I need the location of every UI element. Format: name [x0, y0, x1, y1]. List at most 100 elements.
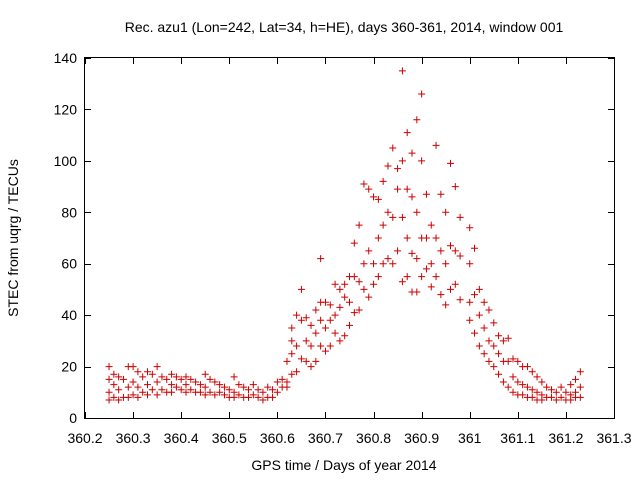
- data-point: [134, 383, 142, 391]
- data-point: [168, 381, 176, 389]
- data-point: [514, 378, 522, 386]
- data-point: [211, 378, 219, 386]
- data-point: [403, 129, 411, 137]
- data-point: [211, 391, 219, 399]
- x-tick-label: 360.2: [67, 430, 102, 446]
- data-point: [398, 278, 406, 286]
- data-point: [384, 255, 392, 263]
- y-tick-label: 120: [54, 101, 78, 117]
- data-point: [321, 298, 329, 306]
- data-point: [519, 381, 527, 389]
- data-point: [422, 265, 430, 273]
- x-tick-label: 360.9: [404, 430, 439, 446]
- x-tick-label: 361.3: [596, 430, 631, 446]
- data-point: [134, 368, 142, 376]
- data-point: [370, 193, 378, 201]
- data-point: [139, 373, 147, 381]
- data-point: [427, 221, 435, 229]
- data-point: [576, 368, 584, 376]
- data-point: [346, 321, 353, 329]
- y-tick-label: 100: [54, 153, 78, 169]
- data-point: [249, 381, 257, 389]
- data-point: [196, 381, 204, 389]
- data-point: [490, 363, 498, 371]
- data-point: [456, 296, 464, 304]
- data-point: [538, 378, 546, 386]
- data-point: [442, 301, 450, 309]
- data-point: [398, 157, 406, 165]
- x-tick-label: 361: [458, 430, 482, 446]
- data-point: [105, 388, 113, 396]
- x-axis-ticks: 360.2 360.3 360.4 360.5 360.6 360.7 360.8 360.9…: [67, 58, 632, 446]
- data-point: [456, 213, 464, 221]
- data-point: [485, 306, 493, 314]
- data-point: [264, 383, 272, 391]
- data-point: [172, 373, 180, 381]
- y-tick-label: 20: [61, 359, 77, 375]
- data-point: [187, 386, 195, 394]
- data-point: [379, 260, 387, 268]
- y-axis-label: STEC from uqrg / TECUs: [5, 159, 21, 317]
- data-point: [168, 370, 176, 378]
- data-point: [557, 393, 565, 401]
- data-point: [331, 329, 339, 337]
- data-point: [326, 301, 334, 309]
- data-point: [115, 373, 123, 381]
- data-point: [403, 234, 411, 242]
- data-point: [182, 373, 190, 381]
- data-point: [153, 378, 161, 386]
- data-point: [398, 213, 406, 221]
- data-point: [220, 391, 228, 399]
- data-point: [230, 373, 238, 381]
- data-point: [288, 337, 296, 345]
- data-point: [341, 280, 349, 288]
- data-point: [408, 149, 416, 157]
- data-point: [552, 388, 560, 396]
- data-point: [144, 391, 152, 399]
- data-point: [475, 311, 483, 319]
- data-point: [509, 373, 517, 381]
- data-point: [418, 273, 426, 281]
- data-point: [124, 383, 132, 391]
- data-point: [341, 293, 349, 301]
- data-point: [187, 375, 195, 383]
- data-point: [480, 350, 488, 358]
- data-point: [230, 393, 238, 401]
- data-point: [466, 224, 474, 232]
- data-point: [317, 316, 325, 324]
- data-point: [509, 388, 517, 396]
- data-point: [437, 247, 445, 255]
- data-point: [379, 221, 387, 229]
- data-point: [427, 283, 435, 291]
- data-point: [504, 357, 512, 365]
- data-point: [331, 311, 339, 319]
- data-point: [413, 116, 421, 124]
- data-point: [182, 381, 190, 389]
- data-point: [245, 386, 253, 394]
- data-point: [403, 185, 411, 193]
- data-point: [288, 324, 296, 332]
- y-tick-label: 40: [61, 307, 77, 323]
- data-point: [394, 247, 402, 255]
- data-point: [471, 329, 479, 337]
- data-point: [413, 208, 421, 216]
- data-point: [442, 260, 450, 268]
- data-point: [543, 383, 551, 391]
- data-point: [225, 386, 233, 394]
- data-point: [119, 375, 127, 383]
- data-point: [269, 393, 277, 401]
- data-point: [115, 396, 123, 404]
- data-point: [278, 375, 286, 383]
- data-point: [437, 291, 445, 299]
- data-point: [139, 388, 147, 396]
- data-point: [297, 316, 305, 324]
- data-point: [297, 285, 305, 293]
- data-point: [504, 383, 512, 391]
- data-point: [437, 190, 445, 198]
- data-point: [490, 342, 498, 350]
- data-point: [192, 378, 200, 386]
- data-point: [490, 319, 498, 327]
- data-point: [273, 378, 281, 386]
- data-point: [269, 386, 277, 394]
